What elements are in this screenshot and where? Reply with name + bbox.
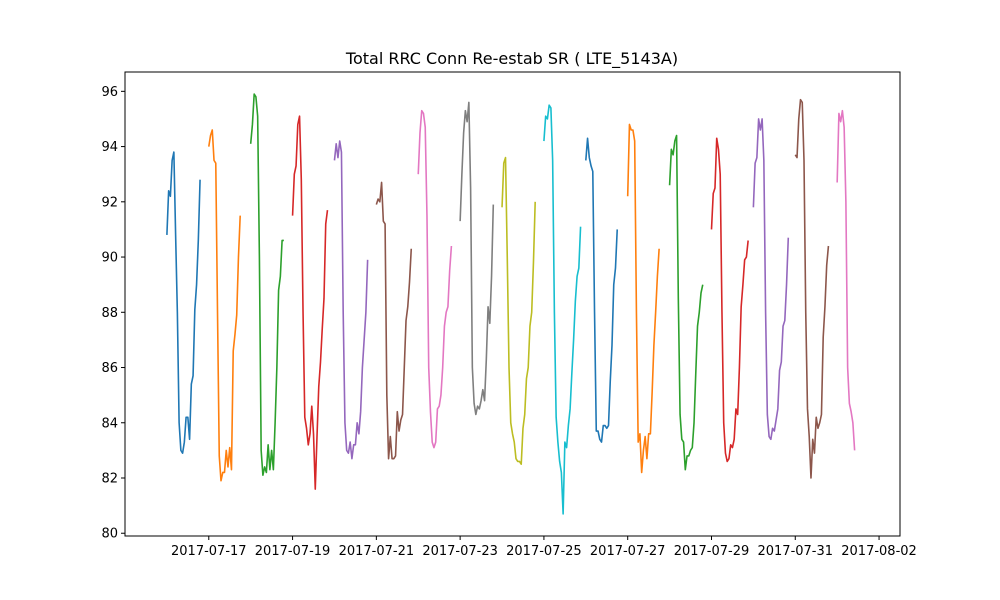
- plot-frame: [124, 71, 901, 537]
- series-line-4: [291, 115, 329, 490]
- series-line-10: [543, 104, 582, 515]
- series-line-16: [794, 98, 830, 479]
- axis-layer: 2017-07-17 2017-07-19 2017-07-21 2017-07-23…: [101, 85, 916, 559]
- series-line-5: [333, 140, 369, 460]
- series-line-11: [585, 137, 619, 443]
- series-line-2: [207, 129, 241, 482]
- series-line-8: [459, 101, 495, 416]
- x-tick-label: 2017-07-19: [255, 544, 331, 559]
- series-line-15: [752, 118, 790, 441]
- y-tick-label: 82: [101, 472, 118, 487]
- plot-area: [125, 72, 900, 536]
- x-tick-label: 2017-07-21: [339, 544, 415, 559]
- series-line-14: [710, 137, 749, 463]
- series-line-6: [375, 181, 413, 460]
- chart-title: Total RRC Conn Re-estab SR ( LTE_5143A): [345, 49, 678, 69]
- y-tick-label: 90: [101, 251, 118, 266]
- series-line-9: [501, 156, 536, 465]
- x-tick-label: 2017-08-02: [841, 544, 917, 559]
- series-line-13: [668, 134, 704, 471]
- x-tick-label: 2017-07-29: [674, 544, 750, 559]
- x-tick-label: 2017-07-25: [506, 544, 582, 559]
- x-tick-label: 2017-07-17: [171, 544, 247, 559]
- x-tick-label: 2017-07-31: [757, 544, 833, 559]
- x-tick-label: 2017-07-23: [422, 544, 498, 559]
- x-tick-label: 2017-07-27: [590, 544, 666, 559]
- series-line-17: [836, 109, 856, 451]
- y-tick-label: 92: [101, 195, 118, 210]
- series-line-3: [249, 93, 284, 477]
- y-tick-label: 88: [101, 306, 118, 321]
- y-tick-label: 80: [101, 527, 118, 542]
- series-line-1: [166, 151, 201, 454]
- series-line-7: [417, 109, 453, 449]
- y-tick-label: 96: [101, 85, 118, 100]
- series-layer: [166, 93, 856, 515]
- y-tick-label: 94: [101, 140, 118, 155]
- y-tick-label: 84: [101, 416, 118, 431]
- series-line-12: [626, 123, 660, 474]
- y-tick-label: 86: [101, 361, 118, 376]
